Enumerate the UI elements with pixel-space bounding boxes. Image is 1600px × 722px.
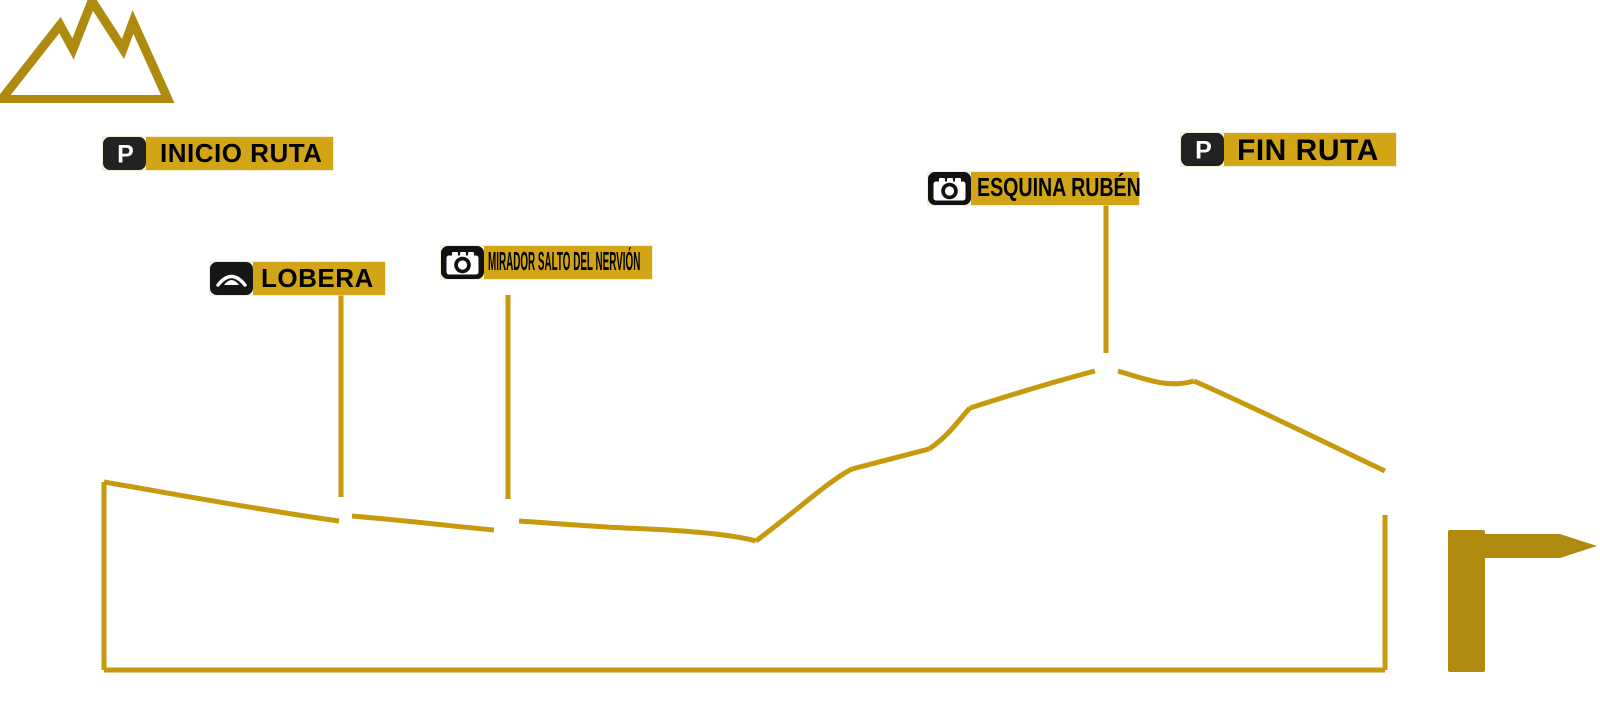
svg-text:FIN RUTA: FIN RUTA [1237,134,1379,167]
svg-text:ESQUINA RUBÉN: ESQUINA RUBÉN [977,171,1141,201]
svg-text:MIRADOR SALTO DEL NERVIÓN: MIRADOR SALTO DEL NERVIÓN [488,245,640,277]
svg-text:INICIO RUTA: INICIO RUTA [160,138,322,168]
svg-text:LOBERA: LOBERA [261,263,374,293]
